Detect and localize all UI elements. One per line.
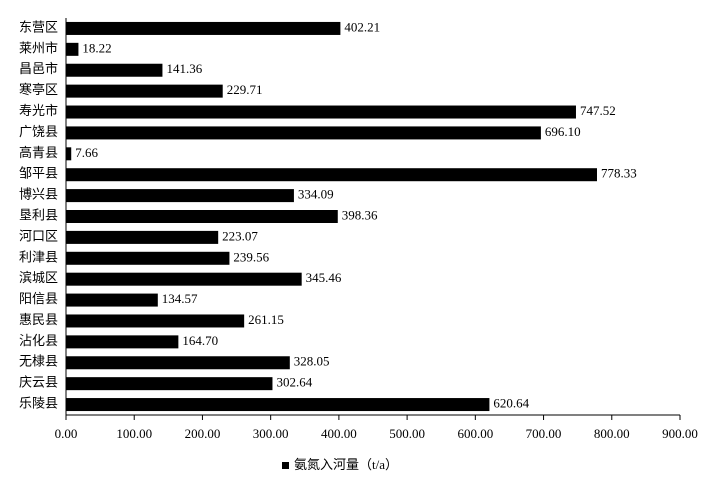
y-tick-label: 沾化县: [19, 333, 58, 348]
value-label: 696.10: [545, 124, 581, 139]
y-tick-label: 寿光市: [19, 103, 58, 118]
value-label: 402.21: [344, 19, 380, 34]
bar: [66, 147, 72, 161]
y-tick-label: 阳信县: [19, 291, 58, 306]
y-tick-label: 庆云县: [19, 375, 58, 390]
value-label: 223.07: [222, 228, 258, 243]
x-tick-label: 200.00: [185, 426, 221, 441]
value-label: 620.64: [493, 396, 529, 411]
value-label: 7.66: [75, 145, 98, 160]
value-label: 141.36: [166, 61, 202, 76]
y-tick-label: 东营区: [19, 19, 58, 34]
y-tick-label: 利津县: [19, 249, 58, 264]
bar: [66, 293, 158, 307]
bar: [66, 84, 223, 98]
value-label: 747.52: [580, 103, 616, 118]
y-tick-label: 惠民县: [19, 312, 58, 327]
y-tick-label: 广饶县: [19, 124, 58, 139]
bar: [66, 105, 576, 119]
value-label: 334.09: [298, 187, 334, 202]
value-label: 328.05: [294, 354, 330, 369]
value-label: 229.71: [227, 82, 263, 97]
x-tick-label: 400.00: [321, 426, 357, 441]
bar: [66, 42, 79, 56]
value-label: 261.15: [248, 312, 284, 327]
value-label: 239.56: [233, 249, 269, 264]
bar: [66, 251, 230, 265]
bar: [66, 21, 341, 35]
legend-swatch: [282, 462, 289, 469]
bar: [66, 398, 490, 412]
value-label: 302.64: [276, 375, 312, 390]
bar: [66, 356, 290, 370]
x-tick-label: 900.00: [662, 426, 698, 441]
bar: [66, 126, 541, 140]
bar: [66, 272, 302, 286]
bar: [66, 210, 338, 223]
y-tick-label: 寒亭区: [19, 82, 58, 97]
bar: [66, 230, 219, 244]
y-tick-label: 滨城区: [19, 270, 58, 285]
value-label: 778.33: [601, 166, 637, 181]
value-label: 18.22: [82, 40, 111, 55]
value-label: 398.36: [342, 207, 378, 222]
value-label: 164.70: [182, 333, 218, 348]
y-tick-label: 博兴县: [19, 187, 58, 202]
x-tick-label: 0.00: [55, 426, 78, 441]
y-tick-label: 高青县: [19, 145, 58, 160]
x-tick-label: 100.00: [116, 426, 152, 441]
y-tick-label: 无棣县: [19, 354, 58, 369]
x-tick-label: 800.00: [594, 426, 630, 441]
bar: [66, 335, 179, 349]
x-tick-label: 300.00: [253, 426, 289, 441]
x-tick-label: 700.00: [526, 426, 562, 441]
legend-label: 氨氮入河量（t/a）: [294, 457, 398, 472]
y-tick-label: 河口区: [19, 228, 58, 243]
bar: [66, 189, 294, 203]
value-label: 345.46: [306, 270, 342, 285]
y-tick-label: 昌邑市: [19, 61, 58, 76]
bar: [66, 63, 163, 77]
bar: [66, 377, 273, 391]
y-tick-label: 邹平县: [19, 166, 58, 181]
bar: [66, 168, 597, 182]
y-tick-label: 垦利县: [19, 207, 58, 222]
x-tick-label: 600.00: [457, 426, 493, 441]
bar: [66, 314, 245, 328]
x-tick-label: 500.00: [389, 426, 425, 441]
y-tick-label: 莱州市: [19, 40, 58, 55]
value-label: 134.57: [162, 291, 198, 306]
y-tick-label: 乐陵县: [19, 396, 58, 411]
